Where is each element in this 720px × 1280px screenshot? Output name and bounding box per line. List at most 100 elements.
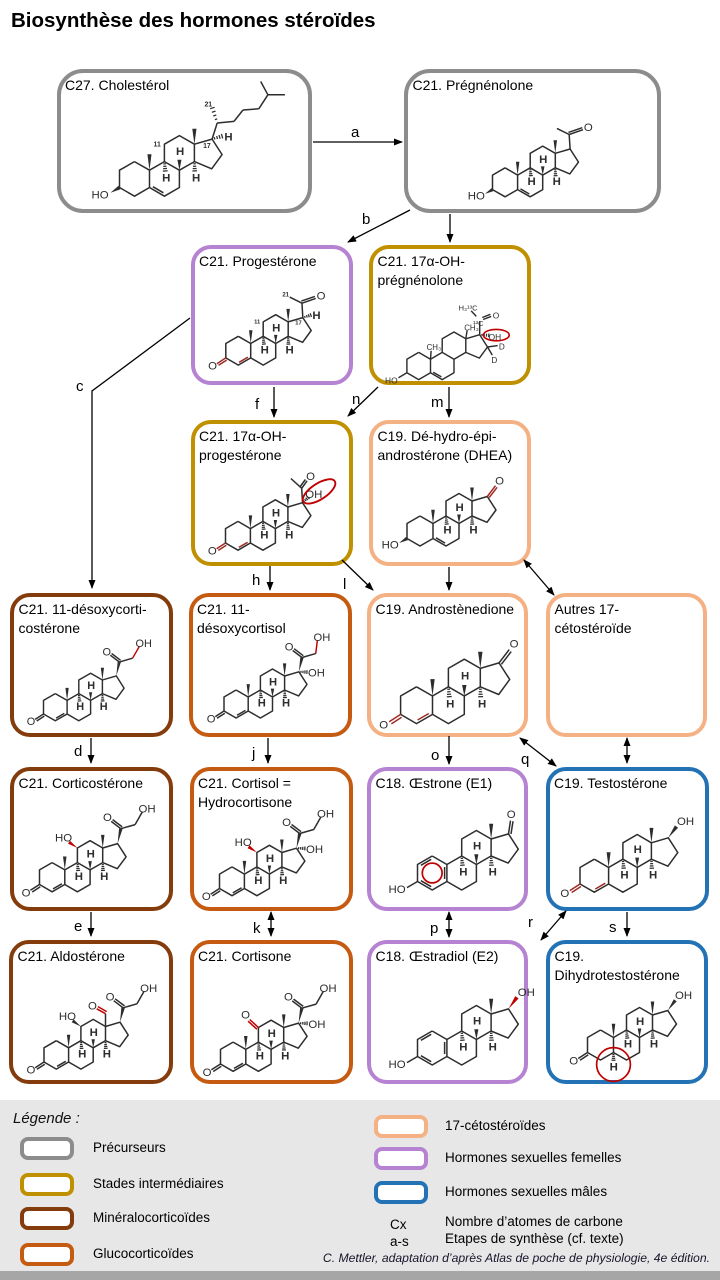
svg-text:H: H [272,508,280,520]
svg-text:D: D [491,356,497,365]
svg-text:OH: OH [139,804,156,816]
svg-text:H: H [266,853,274,865]
svg-text:e: e [74,918,82,935]
svg-text:H: H [446,699,454,711]
svg-text:m: m [431,394,444,411]
svg-text:O: O [103,812,112,824]
svg-text:s: s [609,919,617,936]
svg-text:11: 11 [154,142,161,149]
svg-text:q: q [521,751,529,768]
svg-text:H: H [260,529,268,541]
svg-text:k: k [253,920,261,937]
svg-text:b: b [362,211,370,228]
svg-text:H: H [649,869,657,881]
svg-text:O: O [584,122,593,134]
svg-text:H: H [312,310,320,322]
svg-text:HO: HO [92,190,109,202]
svg-text:H: H [100,701,108,713]
svg-text:H: H [455,502,463,514]
svg-text:H: H [75,871,83,883]
svg-text:H: H [473,841,481,853]
svg-text:H: H [103,1049,111,1061]
svg-text:H: H [282,698,290,710]
svg-text:21: 21 [282,293,289,299]
svg-text:OH: OH [320,983,337,995]
svg-text:H: H [553,176,561,188]
svg-text:OH: OH [675,990,692,1002]
svg-text:H: H [256,1050,264,1062]
svg-text:O: O [27,716,35,728]
svg-text:OH: OH [305,489,322,501]
svg-text:O: O [22,887,31,899]
svg-text:p: p [430,920,438,937]
svg-text:H: H [469,525,477,537]
svg-text:OH: OH [308,668,325,680]
svg-text:O: O [102,646,110,658]
svg-text:O: O [207,713,216,725]
svg-text:j: j [251,745,255,762]
svg-text:H: H [527,176,535,188]
svg-text:H: H [636,1016,644,1028]
svg-text:H: H [624,1039,632,1051]
svg-text:HO: HO [468,190,485,202]
svg-text:O: O [510,639,519,651]
svg-text:H: H [489,867,497,879]
svg-text:O: O [202,891,211,903]
svg-text:O: O [88,1001,97,1013]
svg-text:c: c [76,378,84,395]
svg-text:OH: OH [140,983,157,995]
svg-text:HO: HO [389,1059,406,1071]
svg-text:H: H [279,875,287,887]
svg-text:17: 17 [295,321,301,327]
svg-text:H: H [100,871,108,883]
svg-text:O: O [306,471,315,483]
svg-text:H: H [478,699,486,711]
svg-text:H: H [78,1049,86,1061]
svg-text:H: H [281,1050,289,1062]
svg-text:O: O [507,809,516,821]
svg-text:h: h [252,572,260,589]
svg-text:O: O [493,311,500,321]
svg-text:n: n [352,391,360,408]
svg-text:H: H [610,1062,618,1074]
svg-text:OH: OH [306,844,323,856]
svg-text:H: H [87,849,95,861]
svg-text:H: H [459,1042,467,1054]
svg-text:d: d [74,743,82,760]
svg-text:OH: OH [308,1019,325,1031]
svg-text:O: O [495,476,504,488]
svg-text:H: H [539,154,547,166]
svg-text:OH: OH [518,987,535,999]
svg-text:H: H [76,701,84,713]
svg-text:OH: OH [314,632,331,644]
svg-text:O: O [285,641,294,653]
svg-text:H: H [489,1042,497,1054]
svg-text:O: O [208,361,217,373]
svg-text:H: H [620,869,628,881]
svg-text:OH: OH [136,638,152,650]
svg-text:O: O [569,1056,578,1068]
svg-text:O: O [379,719,388,731]
svg-text:H: H [650,1039,658,1051]
svg-text:HO: HO [59,1011,76,1023]
svg-text:OH: OH [317,809,334,821]
svg-text:CH₃: CH₃ [464,324,479,333]
svg-text:O: O [208,546,217,558]
svg-text:HO: HO [382,539,399,551]
svg-text:H: H [224,132,232,144]
svg-text:r: r [528,914,533,931]
svg-text:H: H [285,344,293,356]
svg-text:H: H [162,172,170,184]
svg-text:H: H [459,867,467,879]
svg-text:H: H [269,676,277,688]
svg-text:H: H [176,146,184,158]
svg-text:CH₃: CH₃ [427,343,442,352]
svg-text:a: a [351,124,360,141]
svg-text:H: H [254,875,262,887]
svg-text:O: O [560,888,569,900]
svg-text:H: H [90,1027,98,1039]
svg-text:H: H [443,525,451,537]
svg-text:O: O [203,1067,212,1079]
svg-text:H: H [192,172,200,184]
svg-text:l: l [343,576,346,593]
